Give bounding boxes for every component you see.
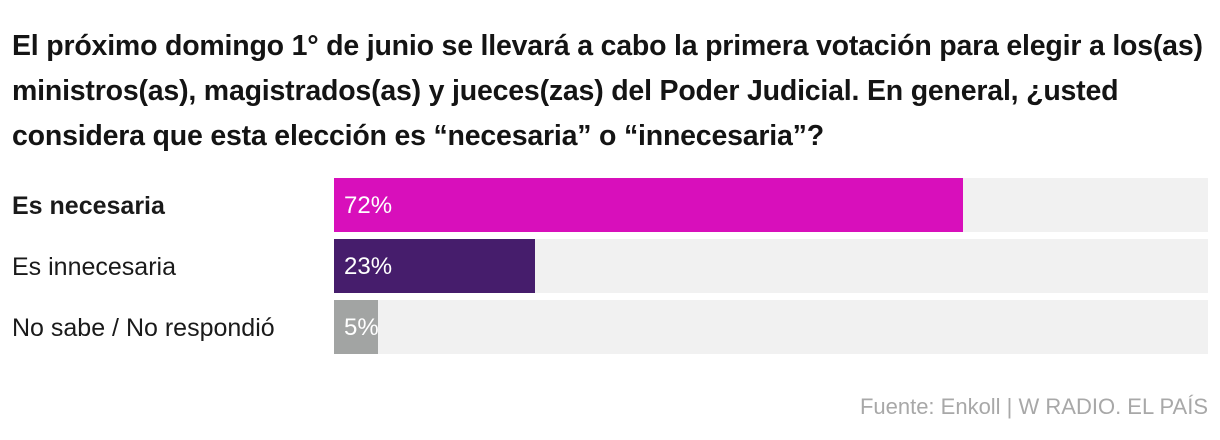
bar-track: 23% (334, 239, 1208, 293)
bar-chart: Es necesaria 72% Es innecesaria 23% No sabe … (0, 178, 1220, 358)
bar (334, 178, 964, 232)
category-label: Es necesaria (12, 192, 165, 220)
category-label: Es innecesaria (12, 253, 176, 281)
source-note: Fuente: Enkoll | W RADIO. EL PAÍS (859, 394, 1208, 419)
bar-row: Es necesaria 72% (0, 178, 1220, 232)
bar-row: No sabe / No respondió 5% (0, 300, 1220, 354)
bar-track: 5% (334, 300, 1208, 354)
bar-track: 72% (334, 178, 1208, 232)
chart-title: El próximo domingo 1° de junio se llevar… (12, 30, 1203, 152)
bar-row: Es innecesaria 23% (0, 239, 1220, 293)
data-label: 23% (344, 253, 393, 280)
data-label: 72% (344, 192, 393, 219)
category-label: No sabe / No respondió (12, 314, 275, 342)
bar (334, 300, 378, 354)
data-label: 5% (344, 314, 379, 341)
bar (334, 239, 536, 293)
